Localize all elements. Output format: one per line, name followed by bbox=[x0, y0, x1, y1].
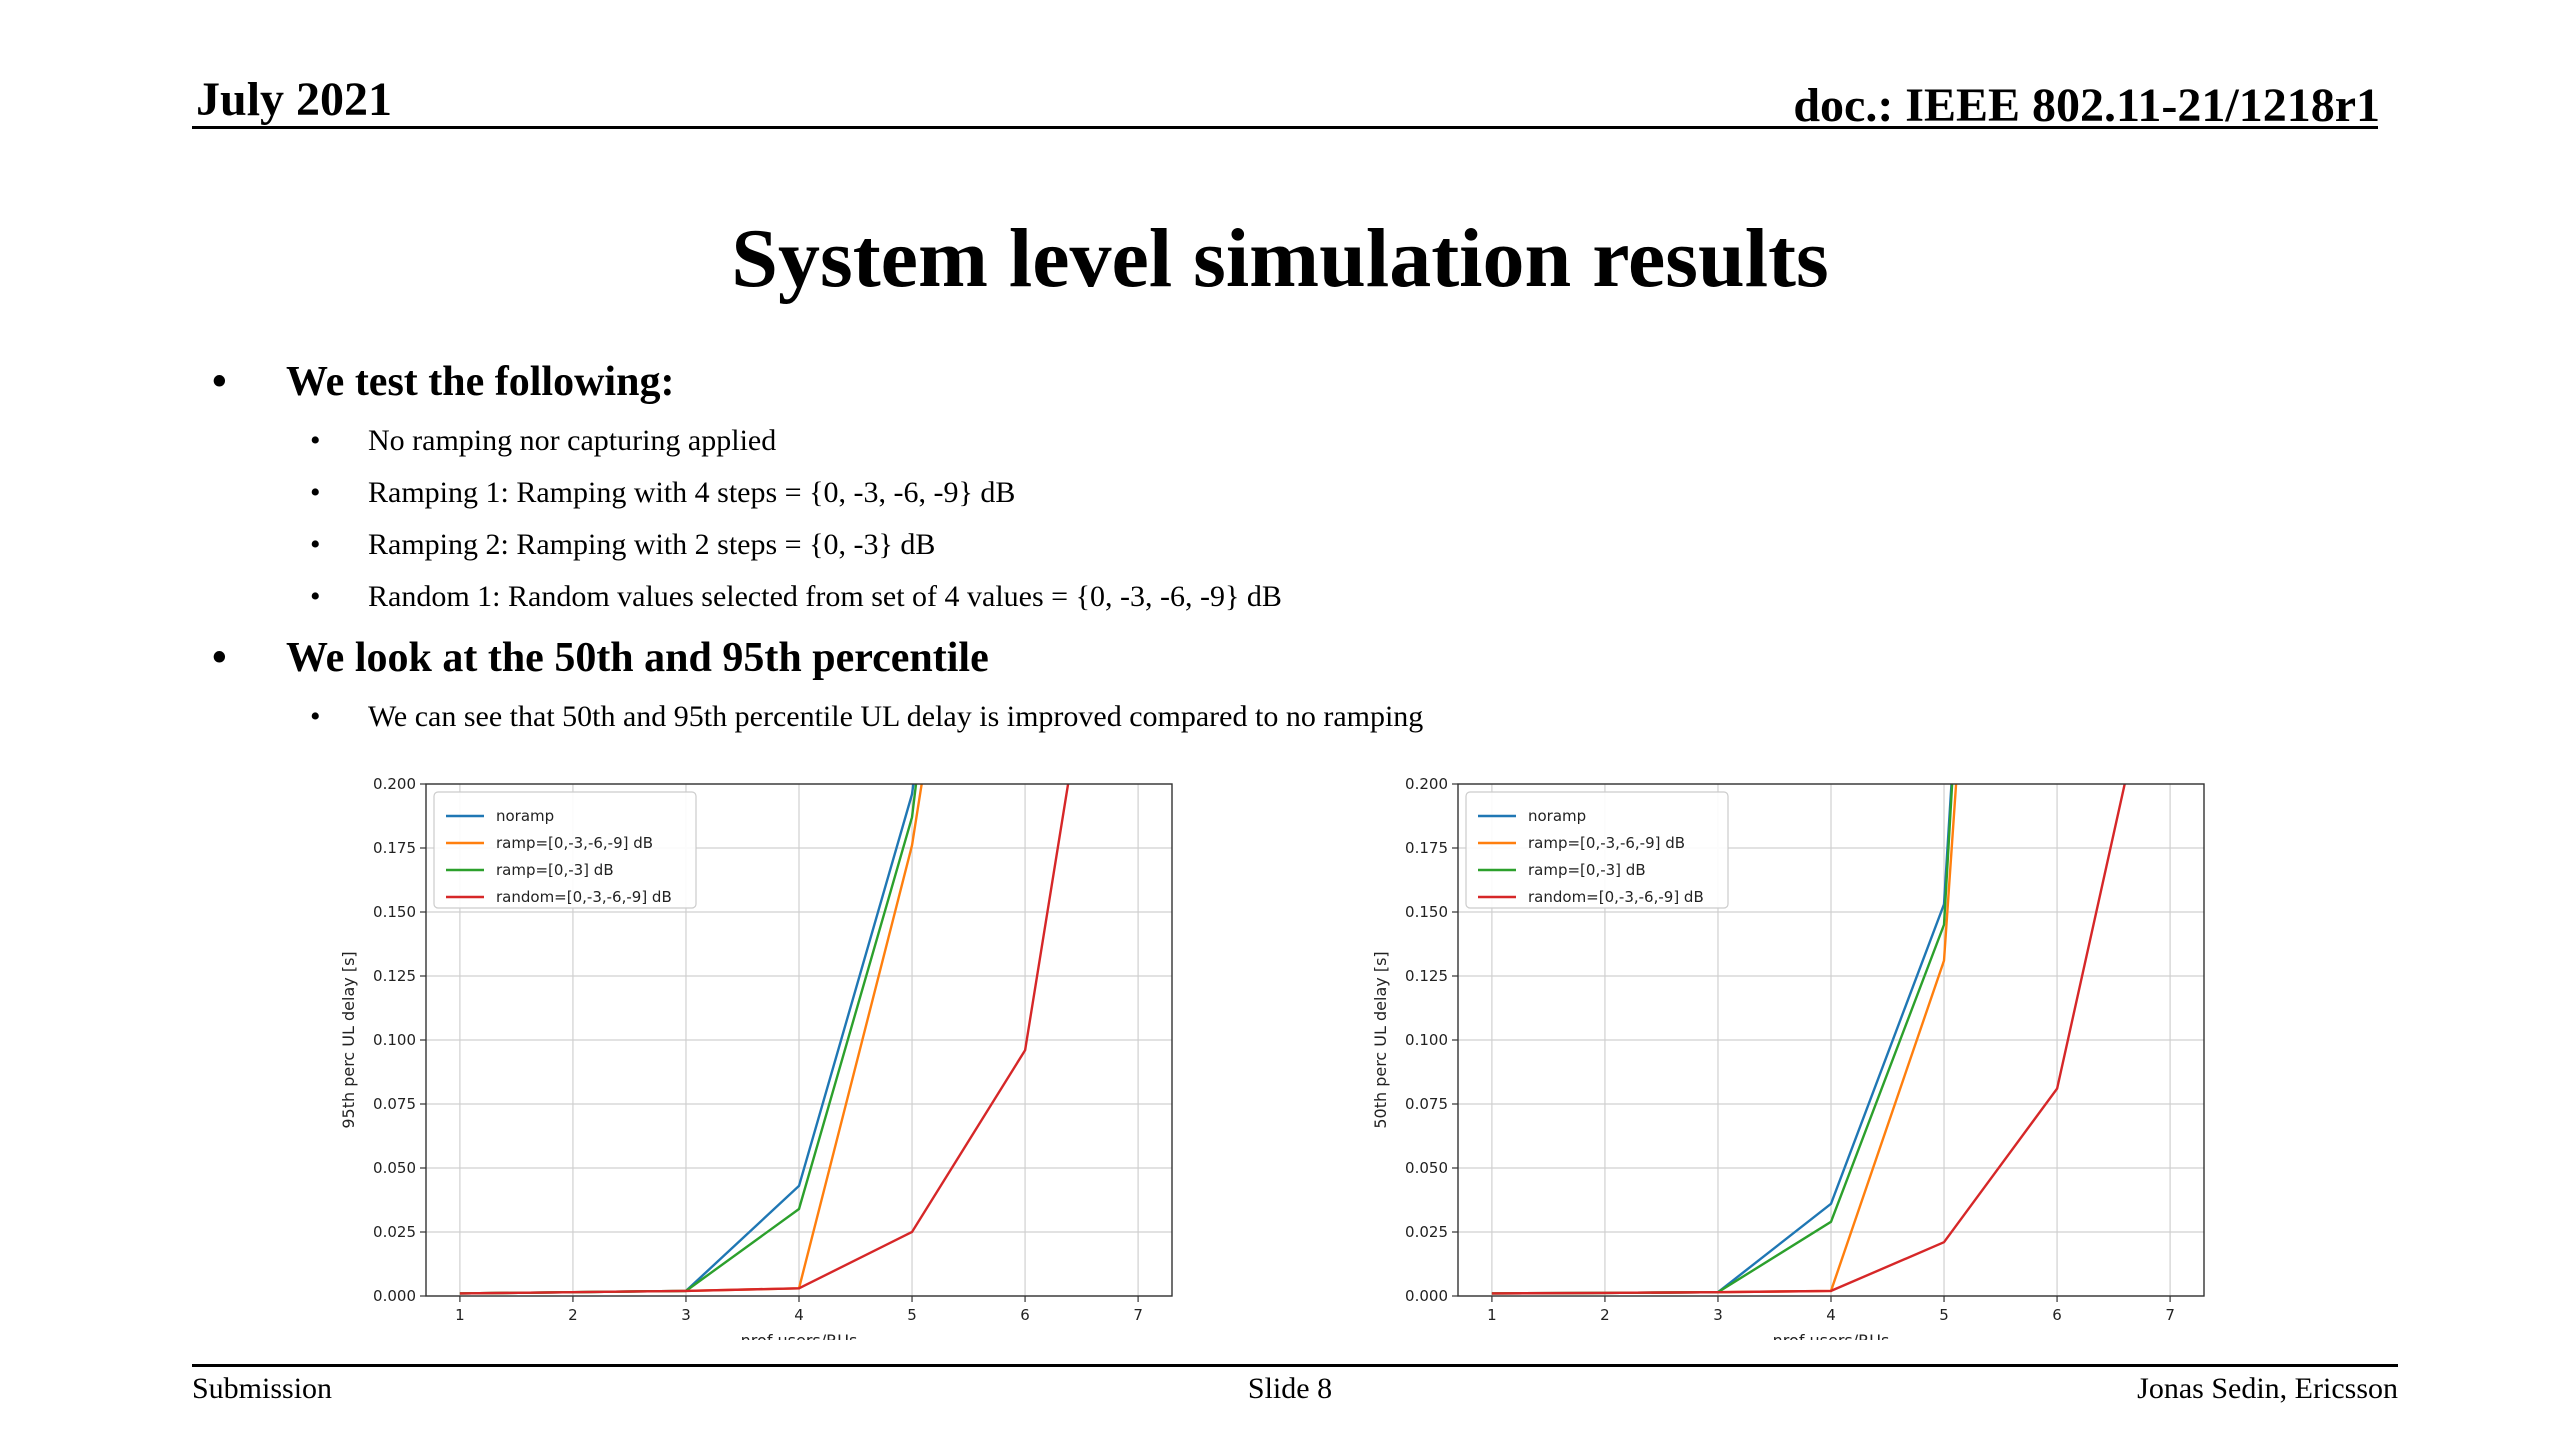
bullet-dot: • bbox=[212, 635, 227, 681]
x-tick-label: 1 bbox=[1487, 1306, 1497, 1324]
y-tick-label: 0.125 bbox=[1405, 967, 1448, 985]
x-axis-label: nrof users/RUs bbox=[741, 1331, 858, 1340]
y-tick-label: 0.000 bbox=[1405, 1287, 1448, 1305]
footer-rule bbox=[192, 1364, 2398, 1367]
legend-label-3: random=[0,-3,-6,-9] dB bbox=[496, 888, 672, 906]
y-tick-label: 0.125 bbox=[373, 967, 416, 985]
y-tick-label: 0.200 bbox=[373, 775, 416, 793]
header-rule bbox=[192, 126, 2378, 129]
y-tick-label: 0.150 bbox=[1405, 903, 1448, 921]
legend-label-2: ramp=[0,-3] dB bbox=[1528, 861, 1646, 879]
legend-label-3: random=[0,-3,-6,-9] dB bbox=[1528, 888, 1704, 906]
y-axis-label: 50th perc UL delay [s] bbox=[1371, 951, 1390, 1128]
x-tick-label: 7 bbox=[1133, 1306, 1143, 1324]
series-line-3 bbox=[1491, 784, 2126, 1295]
sub-bullet-text: Ramping 1: Ramping with 4 steps = {0, -3… bbox=[368, 476, 1016, 509]
legend-label-1: ramp=[0,-3,-6,-9] dB bbox=[1528, 834, 1685, 852]
x-tick-label: 4 bbox=[1826, 1306, 1836, 1324]
y-tick-label: 0.100 bbox=[1405, 1031, 1448, 1049]
chart-95th-percentile: 1 2 3 4 5 6 7 0.000 0.025 0.050 0.075 0.100 0.125 0.1… bbox=[320, 760, 1190, 1340]
header-doc-id: doc.: IEEE 802.11-21/1218r1 bbox=[1793, 79, 2380, 132]
chart-svg-50th: 1 2 3 4 5 6 7 0.000 0.025 0.050 0.075 0.100 0.125 0.1… bbox=[1371, 775, 2205, 1340]
chart-50th-percentile: 1 2 3 4 5 6 7 0.000 0.025 0.050 0.075 0.100 0.125 0.1… bbox=[1352, 760, 2222, 1340]
legend-label-0: noramp bbox=[1528, 807, 1586, 825]
legend-label-1: ramp=[0,-3,-6,-9] dB bbox=[496, 834, 653, 852]
bullet-dot: • bbox=[212, 359, 227, 405]
footer-submission: Submission bbox=[192, 1372, 333, 1405]
legend-label-0: noramp bbox=[496, 807, 554, 825]
x-tick-label: 4 bbox=[794, 1306, 804, 1324]
x-tick-label: 6 bbox=[1020, 1306, 1030, 1324]
x-tick-label: 3 bbox=[1713, 1306, 1723, 1324]
y-tick-label: 0.050 bbox=[1405, 1159, 1448, 1177]
y-tick-label: 0.000 bbox=[373, 1287, 416, 1305]
x-tick-label: 1 bbox=[455, 1306, 465, 1324]
y-tick-label: 0.075 bbox=[373, 1095, 416, 1113]
bullet-dot: • bbox=[310, 476, 321, 509]
x-tick-label: 7 bbox=[2165, 1306, 2175, 1324]
legend-label-2: ramp=[0,-3] dB bbox=[496, 861, 614, 879]
x-tick-label: 5 bbox=[907, 1306, 917, 1324]
bullet-dot: • bbox=[310, 528, 321, 561]
sub-bullet-text: Random 1: Random values selected from se… bbox=[368, 580, 1282, 613]
legend-box bbox=[433, 791, 697, 909]
sub-bullet-text: We can see that 50th and 95th percentile… bbox=[368, 700, 1424, 733]
x-tick-label: 2 bbox=[568, 1306, 578, 1324]
x-tick-label: 5 bbox=[1939, 1306, 1949, 1324]
y-tick-label: 0.025 bbox=[1405, 1223, 1448, 1241]
footer-slide-number: Slide 8 bbox=[1247, 1372, 1333, 1405]
y-axis-label: 95th perc UL delay [s] bbox=[339, 951, 358, 1128]
y-tick-label: 0.050 bbox=[373, 1159, 416, 1177]
chart-svg-95th: 1 2 3 4 5 6 7 0.000 0.025 0.050 0.075 0.100 0.125 0.1… bbox=[339, 775, 1173, 1340]
bullet-text: We test the following: bbox=[286, 359, 675, 405]
y-tick-label: 0.075 bbox=[1405, 1095, 1448, 1113]
footer-author: Jonas Sedin, Ericsson bbox=[2137, 1372, 2398, 1405]
y-tick-label: 0.150 bbox=[373, 903, 416, 921]
sub-bullet-text: No ramping nor capturing applied bbox=[368, 424, 777, 457]
legend-box bbox=[1465, 791, 1729, 909]
header-date: July 2021 bbox=[196, 73, 393, 126]
y-tick-label: 0.025 bbox=[373, 1223, 416, 1241]
series-line-3 bbox=[459, 784, 1070, 1295]
bullet-text: We look at the 50th and 95th percentile bbox=[286, 635, 989, 681]
x-tick-label: 6 bbox=[2052, 1306, 2062, 1324]
bullet-dot: • bbox=[310, 580, 321, 613]
x-axis-label: nrof users/RUs bbox=[1773, 1331, 1890, 1340]
y-tick-label: 0.200 bbox=[1405, 775, 1448, 793]
y-tick-label: 0.100 bbox=[373, 1031, 416, 1049]
sub-bullet-text: Ramping 2: Ramping with 2 steps = {0, -3… bbox=[368, 528, 936, 561]
y-tick-label: 0.175 bbox=[373, 839, 416, 857]
x-tick-label: 2 bbox=[1600, 1306, 1610, 1324]
bullet-dot: • bbox=[310, 424, 321, 457]
bullet-dot: • bbox=[310, 700, 321, 733]
x-tick-label: 3 bbox=[681, 1306, 691, 1324]
slide-title: System level simulation results bbox=[731, 212, 1829, 305]
y-tick-label: 0.175 bbox=[1405, 839, 1448, 857]
